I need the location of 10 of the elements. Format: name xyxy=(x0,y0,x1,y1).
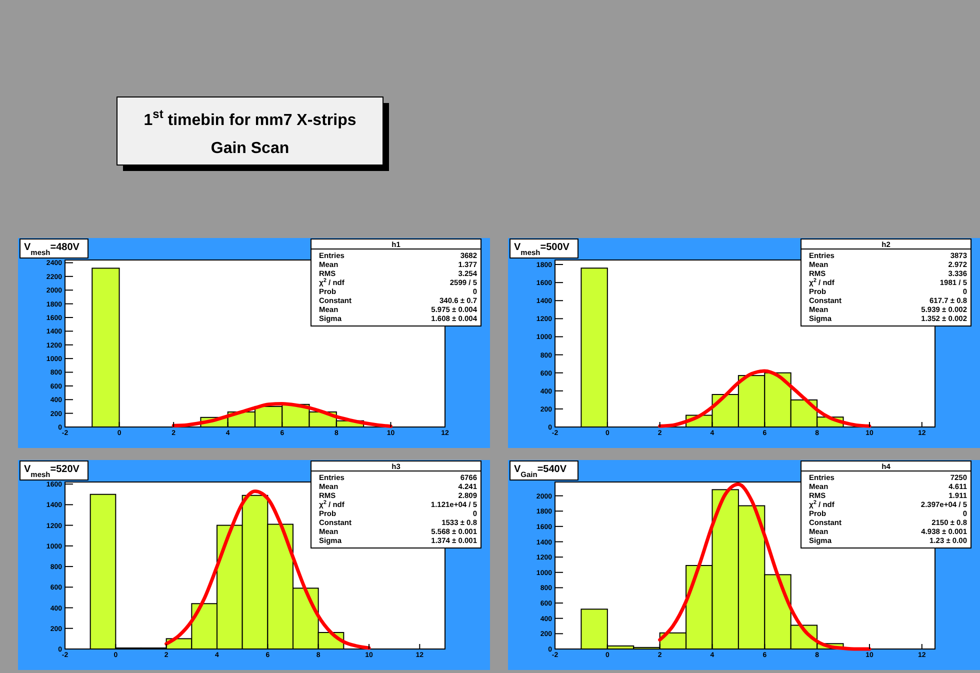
line-series xyxy=(658,482,872,651)
text: 1$^{st}$ timebin for mm7 X-strips xyxy=(144,107,356,129)
text: Gain Scan xyxy=(210,140,290,157)
chart-title: V$_{mesh}$=520V xyxy=(24,464,80,478)
chart-title: V$_{mesh}$=480V xyxy=(24,242,80,256)
line-series xyxy=(172,402,392,428)
chart-title: V$_{mesh}$=500V xyxy=(514,242,570,256)
line-series xyxy=(164,490,371,650)
line-series xyxy=(658,369,872,428)
chart-title: V$_{Gain}$=540V xyxy=(514,464,567,478)
